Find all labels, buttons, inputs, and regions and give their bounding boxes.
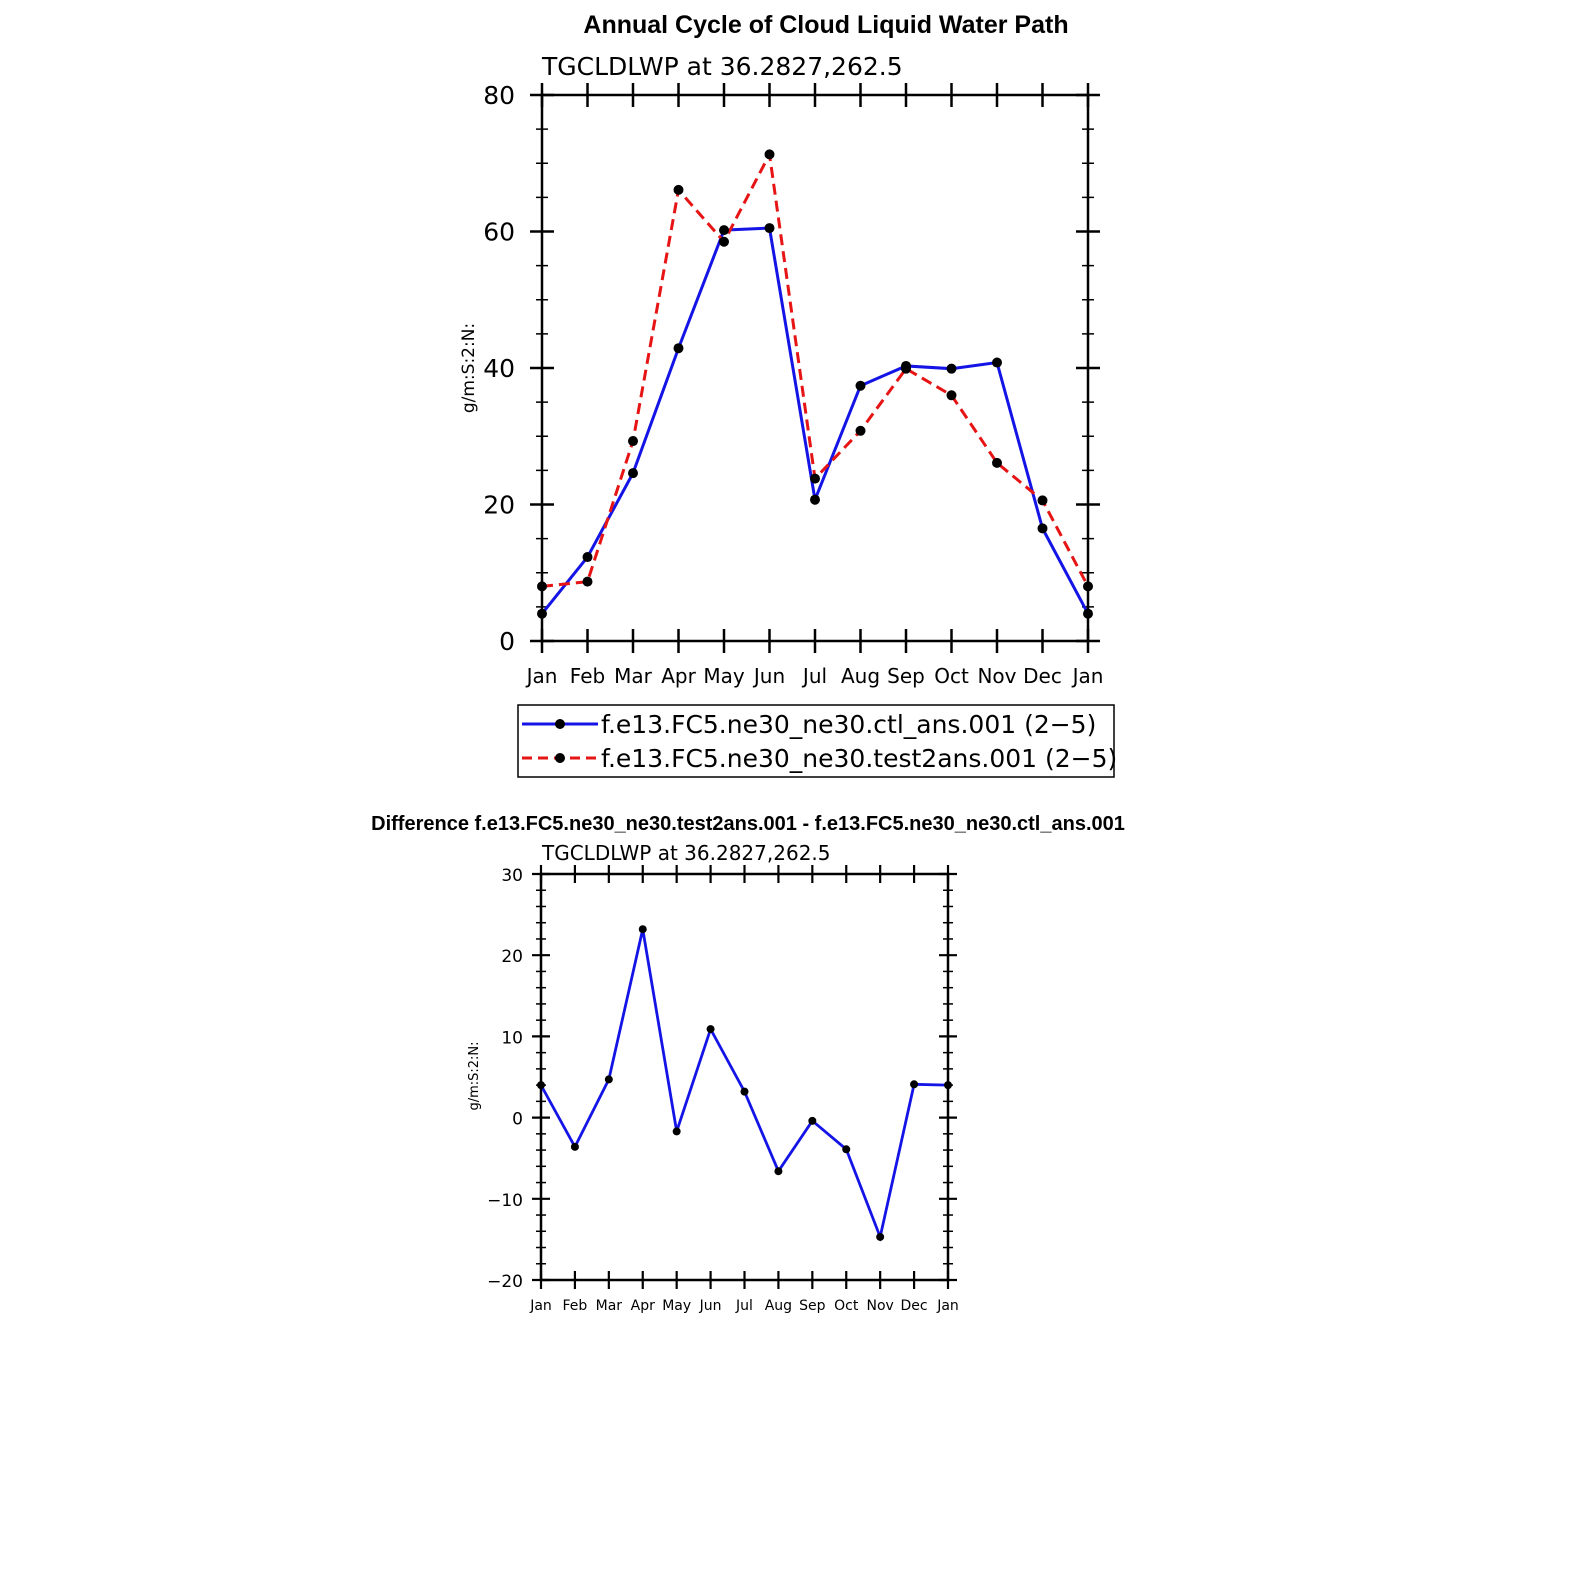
data-point [673, 343, 684, 354]
data-point [810, 473, 820, 484]
x-tick-label: Jun [699, 1298, 722, 1314]
y-tick-label: 60 [483, 218, 515, 247]
x-tick-label: Jan [525, 664, 558, 688]
y-axis-label: g/m:S:2:N: [459, 323, 479, 413]
x-tick-label: Oct [834, 1298, 859, 1314]
x-tick-label: Nov [867, 1298, 894, 1314]
data-point [1037, 523, 1048, 534]
x-tick-label: Feb [563, 1298, 588, 1314]
data-point [537, 608, 547, 619]
data-point [706, 1025, 715, 1034]
data-point [1083, 608, 1093, 619]
x-tick-label: May [662, 1298, 691, 1314]
legend-box [517, 704, 1115, 778]
x-tick-label: Aug [765, 1298, 792, 1314]
data-point [855, 380, 866, 391]
data-point [764, 223, 775, 234]
plot-frame [540, 93, 1090, 643]
data-point [876, 1232, 885, 1241]
x-tick-label: Sep [799, 1298, 826, 1314]
data-point [808, 1116, 817, 1125]
diff-plot-area: −20 −10 0 10 20 30 Jan Feb Mar Apr May Jun Jul Aug Sep… [487, 865, 959, 1314]
plot-frame [539, 872, 950, 1282]
data-point [604, 1075, 613, 1084]
data-point [740, 1087, 749, 1096]
x-tick-label: Jan [529, 1298, 552, 1314]
x-tick-label: Jan [936, 1298, 959, 1314]
x-tick-label: Apr [631, 1298, 655, 1314]
data-point [582, 552, 593, 563]
diff-chart-subtitle: TGCLDLWP at 36.2827,262.5 [541, 841, 831, 865]
data-point [764, 149, 775, 160]
y-tick-label: 80 [483, 81, 515, 110]
y-tick-label: −10 [487, 1191, 523, 1211]
x-tick-label: Nov [977, 664, 1016, 688]
data-point [946, 363, 957, 374]
data-point [810, 494, 820, 505]
y-tick-label: 0 [499, 627, 515, 656]
x-tick-label: Dec [1023, 664, 1062, 688]
x-tick-label: May [703, 664, 745, 688]
y-tick-label: 20 [501, 947, 523, 967]
data-point [570, 1142, 579, 1151]
x-tick-label: Jul [735, 1298, 753, 1314]
data-point [901, 363, 911, 374]
data-point [910, 1080, 919, 1089]
y-tick-label: 40 [483, 354, 515, 383]
data-point [582, 576, 593, 587]
data-point [946, 390, 957, 401]
data-point [1037, 495, 1048, 506]
data-point [774, 1167, 783, 1176]
legend-ctl-label: f.e13.FC5.ne30_ne30.ctl_ans.001 (2−5) [601, 710, 1096, 739]
series-line-test [541, 149, 1090, 588]
y-tick-label: −20 [487, 1272, 523, 1292]
x-tick-label: Oct [934, 664, 969, 688]
data-point [537, 1081, 545, 1090]
x-tick-label: Mar [596, 1298, 623, 1314]
x-tick-label: Feb [570, 664, 605, 688]
x-tick-label: Jan [1071, 664, 1104, 688]
data-point [992, 357, 1002, 368]
data-point [537, 581, 547, 592]
data-point [673, 184, 684, 195]
data-point [944, 1081, 952, 1090]
annual-cycle-chart: Annual Cycle of Cloud Liquid Water Path … [459, 11, 1117, 778]
data-point [992, 457, 1002, 468]
x-tick-label: Apr [661, 664, 696, 688]
legend-ctl-marker [555, 719, 565, 729]
data-point [719, 225, 729, 236]
data-point [855, 425, 866, 436]
legend-test-label: f.e13.FC5.ne30_ne30.test2ans.001 (2−5) [601, 744, 1117, 773]
data-point [638, 925, 647, 934]
plot-area: 0 20 40 60 80 Jan Feb Mar Apr May Jun Jul Aug Sep Oct N… [483, 81, 1103, 688]
data-point [628, 468, 638, 479]
x-tick-label: Mar [614, 664, 653, 688]
data-point [719, 236, 729, 247]
data-point [842, 1145, 851, 1154]
y-tick-label: 10 [501, 1028, 523, 1048]
chart-subtitle: TGCLDLWP at 36.2827,262.5 [541, 52, 903, 81]
y-tick-label: 20 [483, 491, 515, 520]
data-point [672, 1127, 681, 1136]
x-tick-label: Jul [801, 664, 827, 688]
diff-chart-title: Difference f.e13.FC5.ne30_ne30.test2ans.… [371, 813, 1125, 835]
x-tick-label: Jun [752, 664, 785, 688]
legend-test-marker [555, 753, 565, 763]
difference-chart: Difference f.e13.FC5.ne30_ne30.test2ans.… [371, 813, 1125, 1314]
series-line-ctl [540, 226, 1090, 615]
x-tick-label: Dec [901, 1298, 928, 1314]
x-tick-label: Sep [887, 664, 925, 688]
y-tick-label: 30 [501, 866, 523, 886]
diff-y-axis-label: g/m:S:2:N: [467, 1041, 482, 1110]
x-tick-label: Aug [841, 664, 880, 688]
y-tick-label: 0 [512, 1110, 523, 1130]
legend: f.e13.FC5.ne30_ne30.ctl_ans.001 (2−5) f.… [517, 704, 1117, 778]
data-point [1083, 581, 1093, 592]
chart-title: Annual Cycle of Cloud Liquid Water Path [583, 11, 1068, 39]
series-line-ctl [539, 928, 949, 1242]
data-point [628, 436, 638, 447]
